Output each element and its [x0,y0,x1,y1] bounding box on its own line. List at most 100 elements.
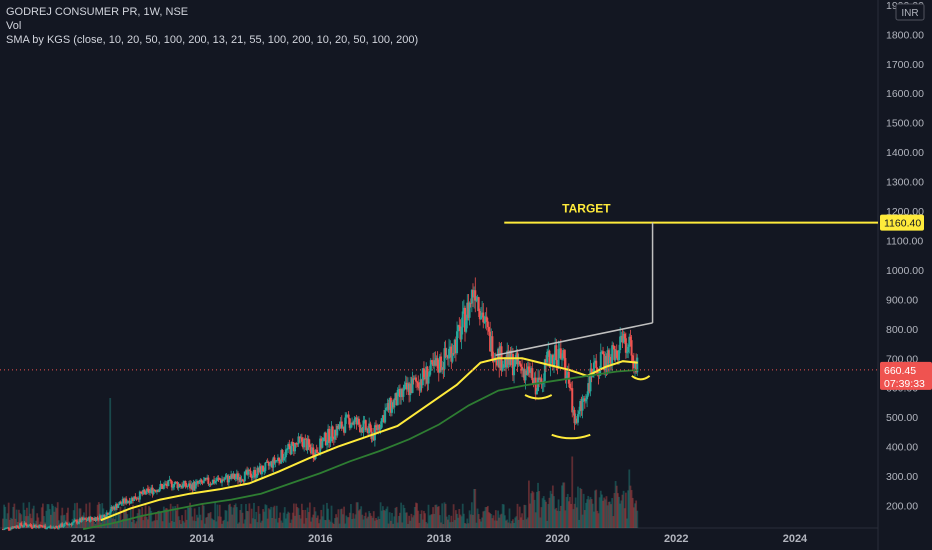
candle-body [208,483,211,485]
candle-body [40,525,43,527]
volume-bar [29,513,32,528]
candle-body [485,316,488,322]
candle-body [93,517,96,520]
volume-bar [541,498,544,528]
volume-bar [566,493,569,528]
candle-body [453,339,456,354]
candle-body [434,360,437,366]
volume-bar [582,493,585,528]
volume-bar [295,503,298,528]
candle-body [81,518,84,520]
volume-bar [614,481,617,528]
volume-bar [450,515,453,528]
candle-body [363,420,366,422]
volume-bar [381,506,384,528]
volume-bar [18,509,20,528]
volume-bar [267,508,270,528]
volume-bar [513,522,515,528]
volume-bar [404,512,407,528]
candle-body [599,352,602,369]
volume-bar [589,497,592,528]
candle-body [221,479,224,483]
volume-bar [365,518,368,528]
candle-body [179,485,182,487]
candle-body [341,426,344,429]
volume-bar [457,517,460,528]
volume-bar [491,518,494,528]
indicator-label[interactable]: SMA by KGS (close, 10, 20, 50, 100, 200,… [6,34,419,46]
volume-bar [308,502,311,528]
candle-body [424,377,427,380]
candle-body [339,421,342,425]
volume-bar [122,508,125,528]
volume-bar [385,508,388,528]
candle-body [568,383,571,389]
candle-body [624,338,627,353]
volume-bar [550,493,553,528]
volume-bar [209,512,212,528]
candle-body [86,519,89,521]
volume-bar [500,513,503,528]
volume-bar [408,515,411,528]
volume-bar [11,518,13,528]
volume-bar [124,506,126,528]
candle-body [623,333,626,339]
candle-body [104,516,107,518]
candle-body [354,417,357,420]
candle-body [560,358,563,360]
candle-body [228,475,231,479]
volume-bar [26,507,28,528]
candle-body [478,310,481,320]
candle-body [68,523,71,525]
volume-bar [400,502,403,528]
volume-bar [164,509,166,528]
candle-body [526,366,529,375]
candle-body [51,527,54,529]
volume-bar [53,511,56,528]
candle-body [7,527,10,530]
candle-body [581,398,584,411]
candle-body [313,457,316,459]
candle-body [427,376,430,384]
volume-bar [157,511,160,528]
candle-body [398,388,401,398]
candle-body [579,401,582,412]
volume-bar [622,490,625,528]
candle-body [379,427,382,430]
volume-bar [350,504,352,528]
candle-body [524,370,527,381]
volume-bar [142,520,145,528]
volume-bar [37,517,40,528]
candle-body [566,371,569,376]
volume-bar [261,520,263,528]
volume-bar [588,499,591,528]
candle-body [458,325,461,327]
candle-body [497,348,500,366]
candle-body [604,356,607,371]
candle-body [396,389,399,406]
volume-bar [553,496,555,528]
symbol-label[interactable]: GODREJ CONSUMER PR, 1W, NSE [6,6,189,18]
volume-bar [397,516,400,528]
candle-body [141,493,144,495]
candle-body [582,398,585,400]
volume-bar [189,502,191,528]
candle-body [80,518,83,523]
volume-bar [27,516,29,528]
candle-body [408,383,411,396]
volume-bar [554,509,557,528]
candle-body [384,410,387,423]
candle-body [592,362,595,375]
volume-label[interactable]: Vol [6,20,22,32]
volume-bar [186,507,189,528]
volume-bar [48,509,51,528]
candle-body [223,479,226,481]
candle-body [290,442,293,455]
candle-body [73,520,76,522]
candle-body [537,377,540,392]
volume-bar [13,503,16,528]
candle-body [162,484,165,489]
volume-bar [222,520,225,528]
candle-body [45,528,48,530]
